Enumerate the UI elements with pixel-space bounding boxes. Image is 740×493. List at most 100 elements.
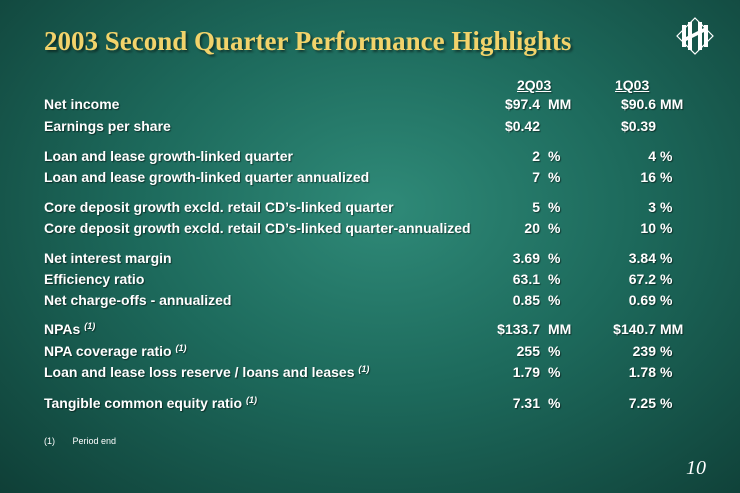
- value-prior: 10: [640, 220, 656, 236]
- unit-prior: %: [660, 169, 673, 185]
- row-label-text: Efficiency ratio: [44, 271, 145, 287]
- unit-prior: %: [660, 271, 673, 287]
- row-label-text: Core deposit growth excld. retail CD’s-l…: [44, 220, 471, 236]
- row-label-text: Tangible common equity ratio: [44, 395, 243, 411]
- row-label: NPAs (1): [44, 321, 95, 337]
- row-label: Net income: [44, 96, 119, 112]
- value-current: 7.31: [512, 395, 540, 411]
- table-row: Net interest margin 3.69% 3.84%: [0, 250, 740, 268]
- table-row: Earnings per share $0.42 $0.39: [0, 118, 740, 136]
- unit-prior: %: [660, 395, 673, 411]
- table-row: Loan and lease growth-linked quarter ann…: [0, 169, 740, 187]
- value-prior: $140.7: [613, 321, 656, 337]
- unit-current: %: [548, 271, 561, 287]
- table-row: NPA coverage ratio (1) 255% 239%: [0, 343, 740, 361]
- table-row: NPAs (1) $133.7 MM $140.7 MM: [0, 321, 740, 339]
- unit-current: %: [548, 199, 561, 215]
- value-prior: 239: [632, 343, 656, 359]
- page-number: 10: [686, 457, 706, 479]
- row-label: Core deposit growth excld. retail CD’s-l…: [44, 199, 394, 215]
- footnote-ref: (1): [245, 395, 257, 405]
- row-label-text: Net income: [44, 96, 120, 112]
- row-label: Loan and lease loss reserve / loans and …: [44, 364, 369, 380]
- footnote-marker: (1): [44, 436, 55, 446]
- unit-prior: MM: [660, 321, 684, 337]
- row-label: Loan and lease growth-linked quarter: [44, 148, 293, 164]
- slide-title: 2003 Second Quarter Performance Highligh…: [44, 26, 572, 56]
- row-label-text: Loan and lease growth-linked quarter: [44, 148, 293, 164]
- table-row: Net charge-offs - annualized 0.85% 0.69%: [0, 292, 740, 310]
- value-current: $133.7: [497, 321, 540, 337]
- value-prior: 3.84: [628, 250, 656, 266]
- value-prior: 1.78: [628, 364, 656, 380]
- value-current: 63.1: [512, 271, 540, 287]
- footnote-ref: (1): [358, 364, 370, 374]
- value-prior: 3: [648, 199, 656, 215]
- unit-current: %: [548, 292, 561, 308]
- value-current: 7: [532, 169, 540, 185]
- unit-prior: %: [660, 148, 673, 164]
- row-label-text: Loan and lease loss reserve / loans and …: [44, 364, 355, 380]
- table-row: Core deposit growth excld. retail CD’s-l…: [0, 199, 740, 217]
- table-row: Net income $97.4 MM $90.6 MM: [0, 96, 740, 114]
- unit-prior: %: [660, 250, 673, 266]
- unit-current: %: [548, 148, 561, 164]
- row-label-text: NPAs: [44, 321, 81, 337]
- row-label: NPA coverage ratio (1): [44, 343, 187, 359]
- huntington-logo-icon: [676, 17, 714, 55]
- unit-prior: MM: [660, 96, 684, 112]
- value-current: $0.42: [504, 118, 540, 134]
- row-label: Net interest margin: [44, 250, 172, 266]
- table-row: Loan and lease growth-linked quarter 2% 4%: [0, 148, 740, 166]
- unit-prior: %: [660, 220, 673, 236]
- table-row: Loan and lease loss reserve / loans and …: [0, 364, 740, 382]
- table-row: Core deposit growth excld. retail CD’s-l…: [0, 220, 740, 238]
- footnote-ref: (1): [84, 321, 96, 331]
- row-label: Net charge-offs - annualized: [44, 292, 231, 308]
- value-current: $97.4: [504, 96, 540, 112]
- footnote-text: Period end: [72, 436, 117, 446]
- footnote: (1) Period end: [44, 436, 116, 446]
- unit-current: %: [548, 364, 561, 380]
- value-prior: $0.39: [620, 118, 656, 134]
- row-label-text: Earnings per share: [44, 118, 171, 134]
- row-label: Efficiency ratio: [44, 271, 144, 287]
- unit-current: %: [548, 169, 561, 185]
- value-current: 1.79: [512, 364, 540, 380]
- row-label-text: NPA coverage ratio: [44, 343, 172, 359]
- row-label: Earnings per share: [44, 118, 171, 134]
- row-label-text: Core deposit growth excld. retail CD’s-l…: [44, 199, 394, 215]
- column-header-prior: 1Q03: [615, 77, 650, 93]
- row-label-text: Loan and lease growth-linked quarter ann…: [44, 169, 370, 185]
- value-prior: 67.2: [628, 271, 656, 287]
- table-row: Efficiency ratio 63.1% 67.2%: [0, 271, 740, 289]
- unit-prior: %: [660, 199, 673, 215]
- value-prior: 16: [640, 169, 656, 185]
- unit-current: %: [548, 250, 561, 266]
- value-current: 20: [524, 220, 540, 236]
- unit-prior: %: [660, 364, 673, 380]
- value-current: 3.69: [512, 250, 540, 266]
- row-label-text: Net interest margin: [44, 250, 172, 266]
- column-header-current: 2Q03: [517, 77, 552, 93]
- row-label: Core deposit growth excld. retail CD’s-l…: [44, 220, 471, 236]
- unit-prior: %: [660, 343, 673, 359]
- unit-current: MM: [548, 96, 572, 112]
- table-row: Tangible common equity ratio (1) 7.31% 7.2…: [0, 395, 740, 413]
- value-prior: $90.6: [620, 96, 656, 112]
- row-label: Loan and lease growth-linked quarter ann…: [44, 169, 369, 185]
- unit-current: %: [548, 395, 561, 411]
- row-label: Tangible common equity ratio (1): [44, 395, 257, 411]
- unit-prior: %: [660, 292, 673, 308]
- value-current: 5: [532, 199, 540, 215]
- value-prior: 0.69: [628, 292, 656, 308]
- unit-current: %: [548, 220, 561, 236]
- value-prior: 4: [648, 148, 656, 164]
- value-current: 255: [516, 343, 540, 359]
- value-prior: 7.25: [628, 395, 656, 411]
- unit-current: MM: [548, 321, 572, 337]
- footnote-ref: (1): [175, 343, 187, 353]
- row-label-text: Net charge-offs - annualized: [44, 292, 232, 308]
